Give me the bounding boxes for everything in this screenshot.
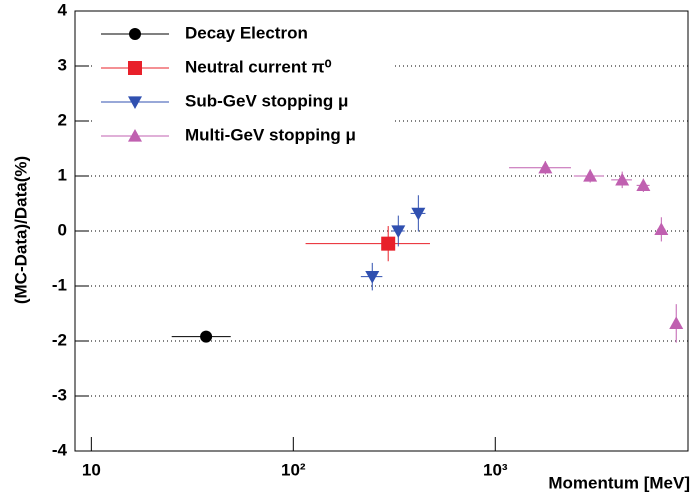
- x-axis-label: Momentum [MeV]: [548, 473, 690, 492]
- marker: [654, 222, 669, 235]
- legend-box: [95, 20, 395, 148]
- legend-label: Multi-GeV stopping μ: [185, 125, 356, 144]
- marker: [411, 207, 426, 221]
- marker: [381, 236, 396, 251]
- legend-label: Decay Electron: [185, 23, 308, 42]
- y-tick-label: -2: [52, 330, 67, 349]
- x-tick-label: 10²: [281, 460, 306, 479]
- marker: [128, 61, 142, 75]
- y-tick-label: -1: [52, 275, 67, 294]
- x-tick-label: 10: [82, 460, 101, 479]
- legend-label: Sub-GeV stopping μ: [185, 91, 348, 110]
- marker: [636, 178, 651, 191]
- plot-frame: [74, 10, 689, 452]
- y-axis-label: (MC-Data)/Data(%): [11, 156, 30, 304]
- marker: [200, 330, 213, 343]
- y-tick-label: 1: [58, 165, 67, 184]
- y-tick-label: 0: [58, 220, 67, 239]
- marker: [128, 129, 142, 142]
- marker: [615, 172, 630, 186]
- y-tick-label: -3: [52, 385, 67, 404]
- marker: [128, 96, 142, 109]
- y-tick-label: -4: [52, 440, 68, 459]
- legend-label: Neutral current π⁰: [185, 57, 332, 76]
- marker: [365, 271, 380, 284]
- marker: [391, 225, 406, 238]
- marker: [129, 28, 141, 40]
- x-tick-label: 10³: [483, 460, 508, 479]
- y-tick-label: 2: [58, 110, 67, 129]
- marker: [583, 169, 598, 182]
- marker: [669, 316, 684, 329]
- y-tick-label: 4: [58, 0, 68, 19]
- marker: [538, 160, 553, 174]
- y-tick-label: 3: [58, 55, 67, 74]
